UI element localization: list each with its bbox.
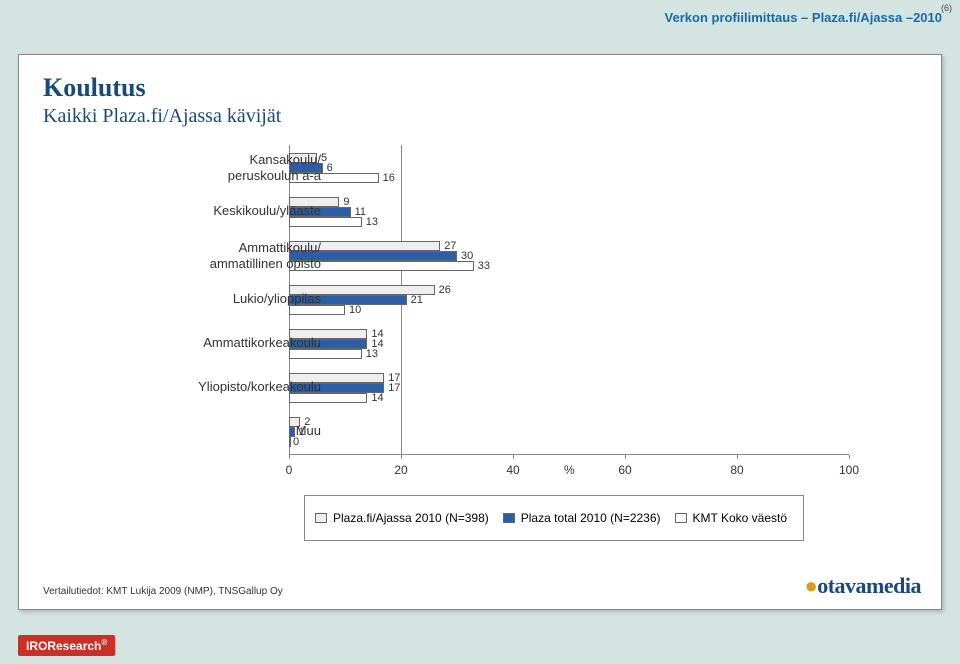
legend-label: KMT Koko väestö [693,511,788,525]
legend-label: Plaza total 2010 (N=2236) [521,511,661,525]
bar-value-label: 16 [383,173,395,183]
bar-value-label: 33 [478,261,490,271]
x-tick-label: 0 [286,463,293,477]
chart-title: Koulutus [43,73,917,103]
page-root: (6) Verkon profiilimittaus – Plaza.fi/Aj… [0,0,960,664]
x-tick-label: 20 [394,463,407,477]
plot-region: 020406080100%561691113273033262110141413… [289,145,849,455]
legend-item: Plaza.fi/Ajassa 2010 (N=398) [315,511,489,525]
bar-value-label: 10 [349,305,361,315]
legend-label: Plaza.fi/Ajassa 2010 (N=398) [333,511,489,525]
category-label: Kansakoulu/peruskoulun a-a [121,152,321,183]
iroresearch-logo: IROResearch® [18,635,115,656]
chart-area: 020406080100%561691113273033262110141413… [79,145,899,475]
category-label: Lukio/ylioppilas [121,291,321,307]
x-tick [625,455,626,459]
x-tick-label: 80 [730,463,743,477]
category-label: Keskikoulu/yläaste [121,203,321,219]
bar-value-label: 14 [371,393,383,403]
bar-value-label: 13 [366,217,378,227]
x-tick [737,455,738,459]
x-tick-label: 40 [506,463,519,477]
x-tick [513,455,514,459]
bar-value-label: 9 [343,197,349,207]
page-number: (6) [941,3,952,13]
header-context: Verkon profiilimittaus – Plaza.fi/Ajassa… [665,10,942,25]
legend-item: KMT Koko väestö [675,511,788,525]
legend: Plaza.fi/Ajassa 2010 (N=398) Plaza total … [304,495,804,541]
x-tick-label: 100 [839,463,859,477]
bar-value-label: 6 [327,163,333,173]
x-unit-label: % [564,463,575,477]
bar-value-label: 11 [355,207,366,217]
bar-value-label: 30 [461,251,473,261]
bar-value-label: 26 [439,285,451,295]
category-label: Muu [121,423,321,439]
source-note: Vertailutiedot: KMT Lukija 2009 (NMP), T… [43,586,283,597]
chart-subtitle: Kaikki Plaza.fi/Ajassa kävijät [43,105,917,128]
x-tick [849,455,850,459]
x-tick [401,455,402,459]
otavamedia-logo: ●otavamedia [804,573,921,599]
content-card: Koulutus Kaikki Plaza.fi/Ajassa kävijät … [18,54,942,610]
bar-value-label: 27 [444,241,456,251]
bar-value-label: 13 [366,349,378,359]
category-label: Yliopisto/korkeakoulu [121,379,321,395]
legend-swatch [315,513,327,523]
legend-swatch [675,513,687,523]
bar-value-label: 21 [411,295,423,305]
bar-value-label: 17 [388,383,400,393]
category-label: Ammattikoulu/ammatillinen opisto [121,240,321,271]
legend-swatch [503,513,515,523]
category-label: Ammattikorkeakoulu [121,335,321,351]
x-tick-label: 60 [618,463,631,477]
x-tick [289,455,290,459]
legend-item: Plaza total 2010 (N=2236) [503,511,661,525]
